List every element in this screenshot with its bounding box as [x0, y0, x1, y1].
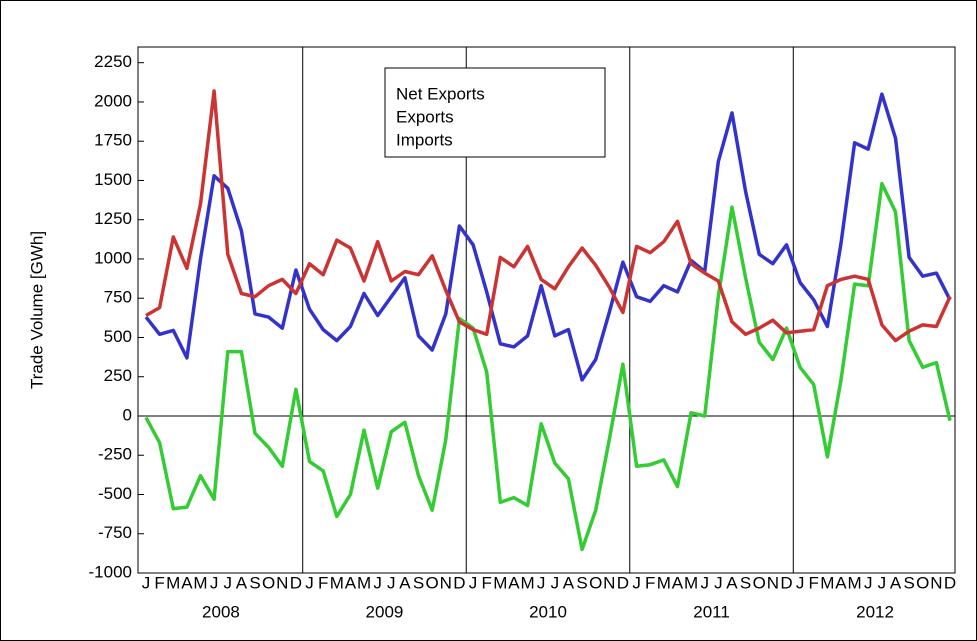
x-tick-label: S — [740, 573, 751, 592]
x-tick-label: S — [413, 573, 424, 592]
x-tick-label: A — [508, 573, 520, 592]
x-tick-label: M — [657, 573, 671, 592]
x-tick-label: J — [551, 573, 560, 592]
year-label: 2011 — [693, 602, 730, 621]
x-tick-label: J — [796, 573, 805, 592]
x-tick-label: D — [944, 573, 956, 592]
x-tick-label: D — [290, 573, 302, 592]
x-tick-label: F — [154, 573, 164, 592]
x-tick-label: J — [632, 573, 641, 592]
x-tick-label: N — [440, 573, 452, 592]
x-tick-label: A — [726, 573, 738, 592]
x-tick-label: O — [753, 573, 766, 592]
legend-entry: Imports — [396, 130, 453, 149]
y-tick-label: 750 — [104, 288, 132, 307]
y-tick-label: 1500 — [94, 170, 132, 189]
x-tick-label: O — [426, 573, 439, 592]
x-tick-label: F — [809, 573, 819, 592]
y-tick-label: 500 — [104, 327, 132, 346]
x-tick-label: J — [305, 573, 314, 592]
x-tick-label: J — [469, 573, 478, 592]
y-tick-label: 0 — [123, 405, 132, 424]
x-tick-label: N — [276, 573, 288, 592]
x-tick-label: O — [916, 573, 929, 592]
x-tick-label: J — [224, 573, 233, 592]
y-tick-label: 1750 — [94, 131, 132, 150]
x-tick-label: N — [930, 573, 942, 592]
x-tick-label: J — [142, 573, 151, 592]
y-tick-label: 250 — [104, 366, 132, 385]
x-tick-label: M — [820, 573, 834, 592]
x-tick-label: J — [210, 573, 219, 592]
x-tick-label: O — [262, 573, 275, 592]
x-tick-label: J — [537, 573, 546, 592]
series-line — [144, 92, 952, 382]
y-tick-label: 1250 — [94, 209, 132, 228]
x-tick-label: S — [576, 573, 587, 592]
x-tick-label: M — [357, 573, 371, 592]
legend-entry: Net Exports — [396, 84, 485, 103]
x-tick-label: A — [399, 573, 411, 592]
x-tick-label: J — [864, 573, 873, 592]
x-tick-label: D — [780, 573, 792, 592]
series-line — [144, 181, 952, 552]
x-tick-label: S — [903, 573, 914, 592]
year-label: 2009 — [366, 602, 404, 621]
x-tick-label: O — [589, 573, 602, 592]
year-label: 2012 — [856, 602, 894, 621]
y-tick-label: 2000 — [94, 91, 132, 110]
x-tick-label: A — [835, 573, 847, 592]
y-tick-label: 2250 — [94, 52, 132, 71]
y-tick-label: -250 — [98, 445, 132, 464]
x-tick-label: S — [249, 573, 260, 592]
x-tick-label: A — [345, 573, 357, 592]
x-tick-label: M — [166, 573, 180, 592]
year-label: 2010 — [529, 602, 567, 621]
x-tick-label: M — [330, 573, 344, 592]
x-tick-label: A — [181, 573, 193, 592]
x-tick-label: N — [767, 573, 779, 592]
y-tick-label: -750 — [98, 523, 132, 542]
x-tick-label: D — [617, 573, 629, 592]
x-tick-label: D — [453, 573, 465, 592]
x-tick-label: M — [493, 573, 507, 592]
x-tick-label: F — [318, 573, 328, 592]
x-tick-label: J — [387, 573, 396, 592]
x-tick-label: J — [714, 573, 723, 592]
year-label: 2008 — [202, 602, 240, 621]
x-tick-label: M — [848, 573, 862, 592]
x-tick-label: N — [603, 573, 615, 592]
x-tick-label: A — [236, 573, 248, 592]
y-tick-label: 1000 — [94, 248, 132, 267]
legend-entry: Exports — [396, 107, 454, 126]
x-tick-label: A — [890, 573, 902, 592]
x-tick-label: J — [878, 573, 887, 592]
x-tick-label: A — [563, 573, 575, 592]
y-tick-label: -500 — [98, 484, 132, 503]
x-tick-label: J — [373, 573, 382, 592]
x-tick-label: F — [481, 573, 491, 592]
x-tick-label: M — [193, 573, 207, 592]
x-tick-label: F — [645, 573, 655, 592]
x-tick-label: J — [700, 573, 709, 592]
x-tick-label: A — [672, 573, 684, 592]
x-tick-label: M — [684, 573, 698, 592]
series-line — [145, 89, 952, 343]
y-tick-label: -1000 — [89, 562, 132, 581]
x-tick-label: M — [520, 573, 534, 592]
y-axis-label: Trade Volume [GWh] — [27, 231, 46, 389]
legend-box — [384, 67, 606, 158]
